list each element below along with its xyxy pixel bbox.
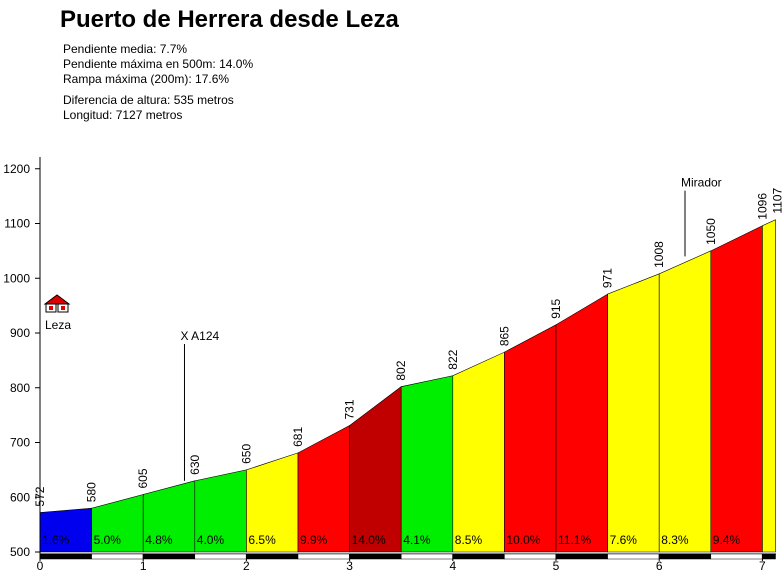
profile-segment [607,273,660,553]
annotation-label: Leza [45,318,71,332]
distance-scale-block [349,553,402,560]
x-tick-label: 3 [346,559,353,573]
distance-scale-block [555,553,608,560]
altitude-label: 1050 [704,218,718,245]
segment-grade-label: 6.5% [248,533,276,547]
y-tick-label: 1100 [4,217,30,231]
segment-grade-label: 1.6% [42,533,70,547]
stat-longitud: Longitud: 7127 metros [63,108,183,122]
profile-segment [762,219,776,553]
stat-diferencia-altura: Diferencia de altura: 535 metros [63,93,234,107]
altitude-label: 572 [33,486,47,506]
distance-scale-block [39,553,92,560]
segment-grade-label: 8.3% [661,533,689,547]
annotation-label: X A124 [180,329,219,343]
stat-rampa-maxima-200m: Rampa máxima (200m): 17.6% [63,72,230,86]
y-tick-label: 700 [10,436,30,450]
altitude-label: 865 [497,326,511,346]
segment-grade-label: 9.9% [300,533,328,547]
distance-scale-block [710,553,763,560]
x-tick-label: 5 [553,559,560,573]
altitude-label: 1107 [771,188,783,214]
profile-segment [504,324,557,553]
altitude-label: 630 [188,454,202,474]
distance-scale-block [400,553,454,560]
x-tick-label: 1 [140,559,147,573]
y-tick-label: 1200 [3,162,30,176]
y-tick-label: 600 [10,490,30,504]
segment-grade-label: 5.0% [94,533,122,547]
profile-segment [400,375,454,553]
profile-segment [452,351,505,553]
altitude-label: 1008 [652,241,666,268]
altitude-label: 1096 [755,193,769,220]
y-tick-label: 900 [10,326,30,340]
profile-segment [555,293,608,553]
town-icon [43,294,71,313]
altitude-label: 731 [343,399,357,419]
profile-segment [658,250,712,553]
altitude-label: 605 [136,468,150,488]
profile-segment [710,225,763,553]
altitude-label: 681 [291,427,305,447]
stat-pendiente-maxima-500m: Pendiente máxima en 500m: 14.0% [63,57,254,71]
segment-grade-label: 10.0% [506,533,540,547]
x-tick-label: 4 [449,559,456,573]
x-tick-label: 6 [656,559,663,573]
profile-segment [349,386,402,553]
distance-scale-block [194,553,247,560]
y-tick-label: 500 [10,545,30,559]
altitude-label: 971 [601,268,615,288]
segment-grade-label: 8.5% [455,533,483,547]
x-tick-label: 2 [243,559,250,573]
altitude-label: 802 [394,360,408,380]
chart-title: Puerto de Herrera desde Leza [60,6,399,33]
altitude-label: 580 [85,482,99,502]
segment-grade-label: 14.0% [352,533,386,547]
annotation-label: Mirador [681,176,722,190]
altitude-label: 822 [446,349,460,369]
distance-scale-block [297,553,350,560]
distance-scale-block [607,553,660,560]
distance-scale-block [452,553,505,560]
segment-grade-label: 9.4% [713,533,741,547]
segment-grade-label: 4.0% [197,533,225,547]
segment-grade-label: 11.1% [558,533,591,547]
stat-pendiente-media: Pendiente media: 7.7% [63,42,188,56]
distance-scale-block [658,553,712,560]
segment-grade-label: 4.1% [403,533,431,547]
y-tick-label: 800 [10,381,30,395]
distance-scale-block [246,553,299,560]
x-tick-label: 7 [759,559,766,573]
distance-scale-block [91,553,144,560]
x-tick-label: 0 [37,559,44,573]
segment-grade-label: 4.8% [145,533,173,547]
y-tick-label: 1000 [3,271,30,285]
distance-scale-block [142,553,196,560]
altitude-label: 650 [239,444,253,464]
segment-grade-label: 7.6% [610,533,638,547]
distance-scale-block [504,553,557,560]
altitude-label: 915 [549,298,563,318]
